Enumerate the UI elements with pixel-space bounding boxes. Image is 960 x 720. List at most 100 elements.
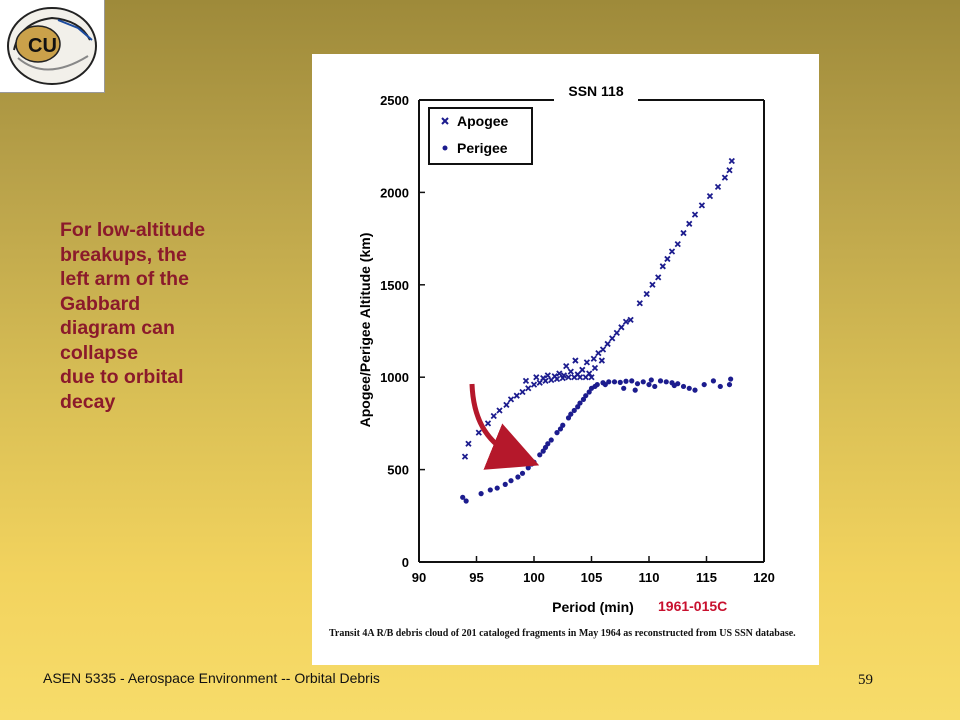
apogee-point <box>643 290 650 298</box>
apogee-point <box>465 440 472 447</box>
apogee-point <box>556 370 563 377</box>
perigee-point <box>557 426 564 432</box>
apogee-point <box>551 373 558 380</box>
gabbard-chart: SSN 118 Period (min) Apogee/Perigee Alti… <box>357 83 775 615</box>
y-tick-label: 2500 <box>380 93 409 108</box>
perigee-point <box>571 407 577 414</box>
y-tick-label: 1500 <box>380 278 409 293</box>
perigee-point <box>545 441 551 447</box>
apogee-point <box>565 374 572 381</box>
x-tick-label: 105 <box>581 570 603 585</box>
perigee-point <box>606 379 612 385</box>
apogee-point <box>726 167 733 174</box>
perigee-point <box>519 470 526 476</box>
perigee-point <box>568 411 574 417</box>
apogee-point <box>519 388 526 396</box>
legend-box <box>428 107 533 165</box>
apogee-point <box>475 429 482 436</box>
apogee-point <box>496 407 503 414</box>
apogee-point <box>668 248 676 255</box>
perigee-point <box>726 381 733 388</box>
apogee-point <box>530 381 538 388</box>
apogee-point <box>655 274 662 281</box>
apogee-point <box>622 318 630 325</box>
apogee-point <box>533 374 540 381</box>
perigee-point <box>657 378 664 384</box>
perigee-point <box>586 389 592 395</box>
perigee-point <box>686 385 692 391</box>
perigee-point <box>575 404 581 410</box>
perigee-point <box>680 383 687 390</box>
apogee-point <box>490 412 497 420</box>
apogee-point <box>588 374 595 381</box>
perigee-point <box>692 387 698 393</box>
apogee-point <box>674 241 681 248</box>
explanation-line: For low-altitude <box>60 219 206 241</box>
apogee-point <box>598 357 605 364</box>
perigee-point <box>478 491 484 497</box>
perigee-point <box>623 378 629 384</box>
perigee-point <box>701 381 707 388</box>
legend-apogee-label: Apogee <box>457 113 509 129</box>
explanation-line: left arm of the <box>60 268 189 290</box>
perigee-point <box>460 494 466 500</box>
apogee-point <box>714 183 722 190</box>
perigee-point <box>463 498 469 504</box>
apogee-point <box>567 368 574 375</box>
x-tick-label: 95 <box>469 570 483 585</box>
perigee-point <box>648 377 654 383</box>
x-tick-label: 100 <box>523 570 545 585</box>
apogee-point <box>525 385 532 392</box>
perigee-point <box>663 379 669 385</box>
y-tick-label: 1000 <box>380 370 409 385</box>
apogee-point <box>560 372 568 379</box>
apogee-point <box>583 359 591 366</box>
x-axis-label: Period (min) <box>552 599 634 615</box>
apogee-point <box>604 340 611 348</box>
apogee-point <box>484 420 492 427</box>
x-tick-label: 115 <box>696 570 717 585</box>
figure-caption: Transit 4A R/B debris cloud of 201 catal… <box>329 628 796 639</box>
perigee-point <box>710 378 716 384</box>
perigee-point <box>621 385 627 391</box>
perigee-point <box>554 430 560 436</box>
apogee-point <box>721 174 729 181</box>
explanation-line: diagram can <box>60 317 175 339</box>
aerospace-logo: CU <box>0 0 105 93</box>
perigee-point <box>652 383 658 390</box>
apogee-point <box>599 346 607 353</box>
x-tick-label: 120 <box>753 570 775 585</box>
perigee-point <box>548 437 554 443</box>
apogee-point <box>513 392 520 399</box>
apogee-point <box>503 401 510 409</box>
apogee-point <box>618 324 625 331</box>
legend-perigee-marker <box>442 145 448 151</box>
chart-card: SSN 118 Period (min) Apogee/Perigee Alti… <box>312 54 819 665</box>
explanation-line: collapse <box>60 341 139 364</box>
apogee-point <box>680 229 687 237</box>
apogee-point <box>522 377 530 385</box>
apogee-point <box>507 396 515 403</box>
perigee-point <box>640 379 646 385</box>
apogee-point <box>609 335 616 342</box>
apogee-point <box>649 281 656 288</box>
perigee-point <box>646 381 652 388</box>
apogee-point <box>691 211 699 218</box>
perigee-point <box>515 474 521 480</box>
apogee-point <box>579 366 586 373</box>
x-tick-label: 90 <box>412 570 426 585</box>
object-id-label: 1961-015C <box>658 598 728 614</box>
legend-perigee-label: Perigee <box>457 140 508 156</box>
explanation-line: due to orbital <box>60 366 184 388</box>
perigee-point <box>617 379 623 385</box>
perigee-point <box>540 448 546 454</box>
apogee-point <box>664 255 671 263</box>
y-axis-label: Apogee/Perigee Altitude (km) <box>357 233 373 428</box>
apogee-point <box>613 329 620 336</box>
apogee-point <box>461 453 469 460</box>
perigee-point <box>629 378 635 384</box>
perigee-point <box>611 379 618 385</box>
apogee-point <box>591 364 599 372</box>
perigee-point <box>592 383 598 390</box>
apogee-point <box>540 374 547 382</box>
